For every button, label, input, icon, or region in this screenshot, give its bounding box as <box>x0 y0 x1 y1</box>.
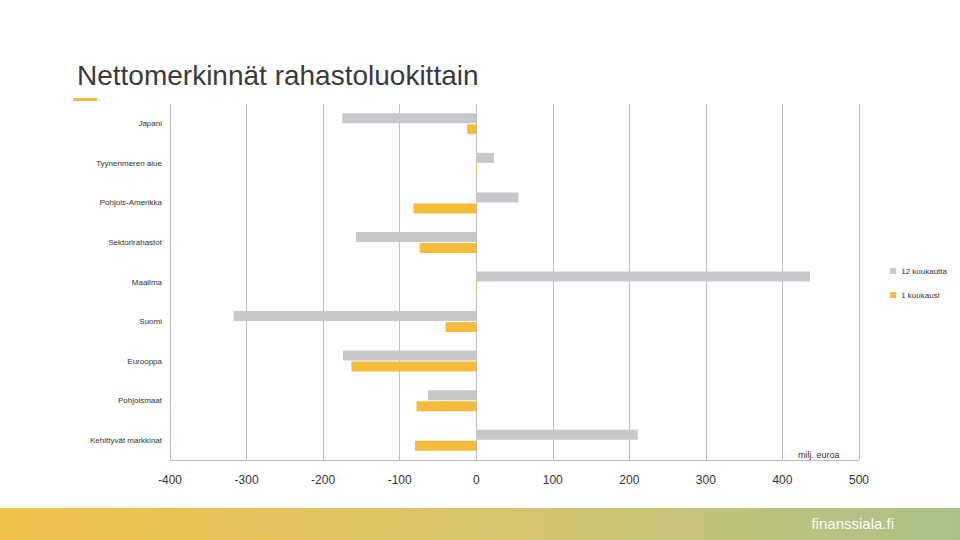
svg-text:Pohjoismaat: Pohjoismaat <box>118 396 163 405</box>
svg-text:100: 100 <box>543 473 563 487</box>
svg-text:200: 200 <box>619 473 639 487</box>
svg-text:Kehittyvät markkinat: Kehittyvät markkinat <box>90 436 163 445</box>
svg-text:300: 300 <box>696 473 716 487</box>
svg-text:Tyynenmeren alue: Tyynenmeren alue <box>96 159 162 168</box>
svg-text:Pohjois-Amerikka: Pohjois-Amerikka <box>100 198 163 207</box>
svg-text:1 kuukausi: 1 kuukausi <box>901 291 939 300</box>
svg-text:-100: -100 <box>388 473 412 487</box>
svg-text:0: 0 <box>473 473 480 487</box>
svg-text:Eurooppa: Eurooppa <box>127 357 162 366</box>
svg-text:12 kuukautta: 12 kuukautta <box>901 267 947 276</box>
svg-text:-400: -400 <box>158 473 182 487</box>
svg-text:Nettomerkinnät rahastoluokitta: Nettomerkinnät rahastoluokittain <box>77 60 479 91</box>
svg-text:Japani: Japani <box>138 119 162 128</box>
svg-text:500: 500 <box>849 473 869 487</box>
svg-text:Sektorirahastot: Sektorirahastot <box>108 238 163 247</box>
svg-text:400: 400 <box>772 473 792 487</box>
svg-text:-200: -200 <box>311 473 335 487</box>
svg-text:Maailma: Maailma <box>132 278 163 287</box>
svg-text:finanssiala.fi: finanssiala.fi <box>811 515 894 532</box>
svg-text:-300: -300 <box>235 473 259 487</box>
svg-text:Suomi: Suomi <box>139 317 162 326</box>
svg-text:milj. euroa: milj. euroa <box>798 450 840 460</box>
